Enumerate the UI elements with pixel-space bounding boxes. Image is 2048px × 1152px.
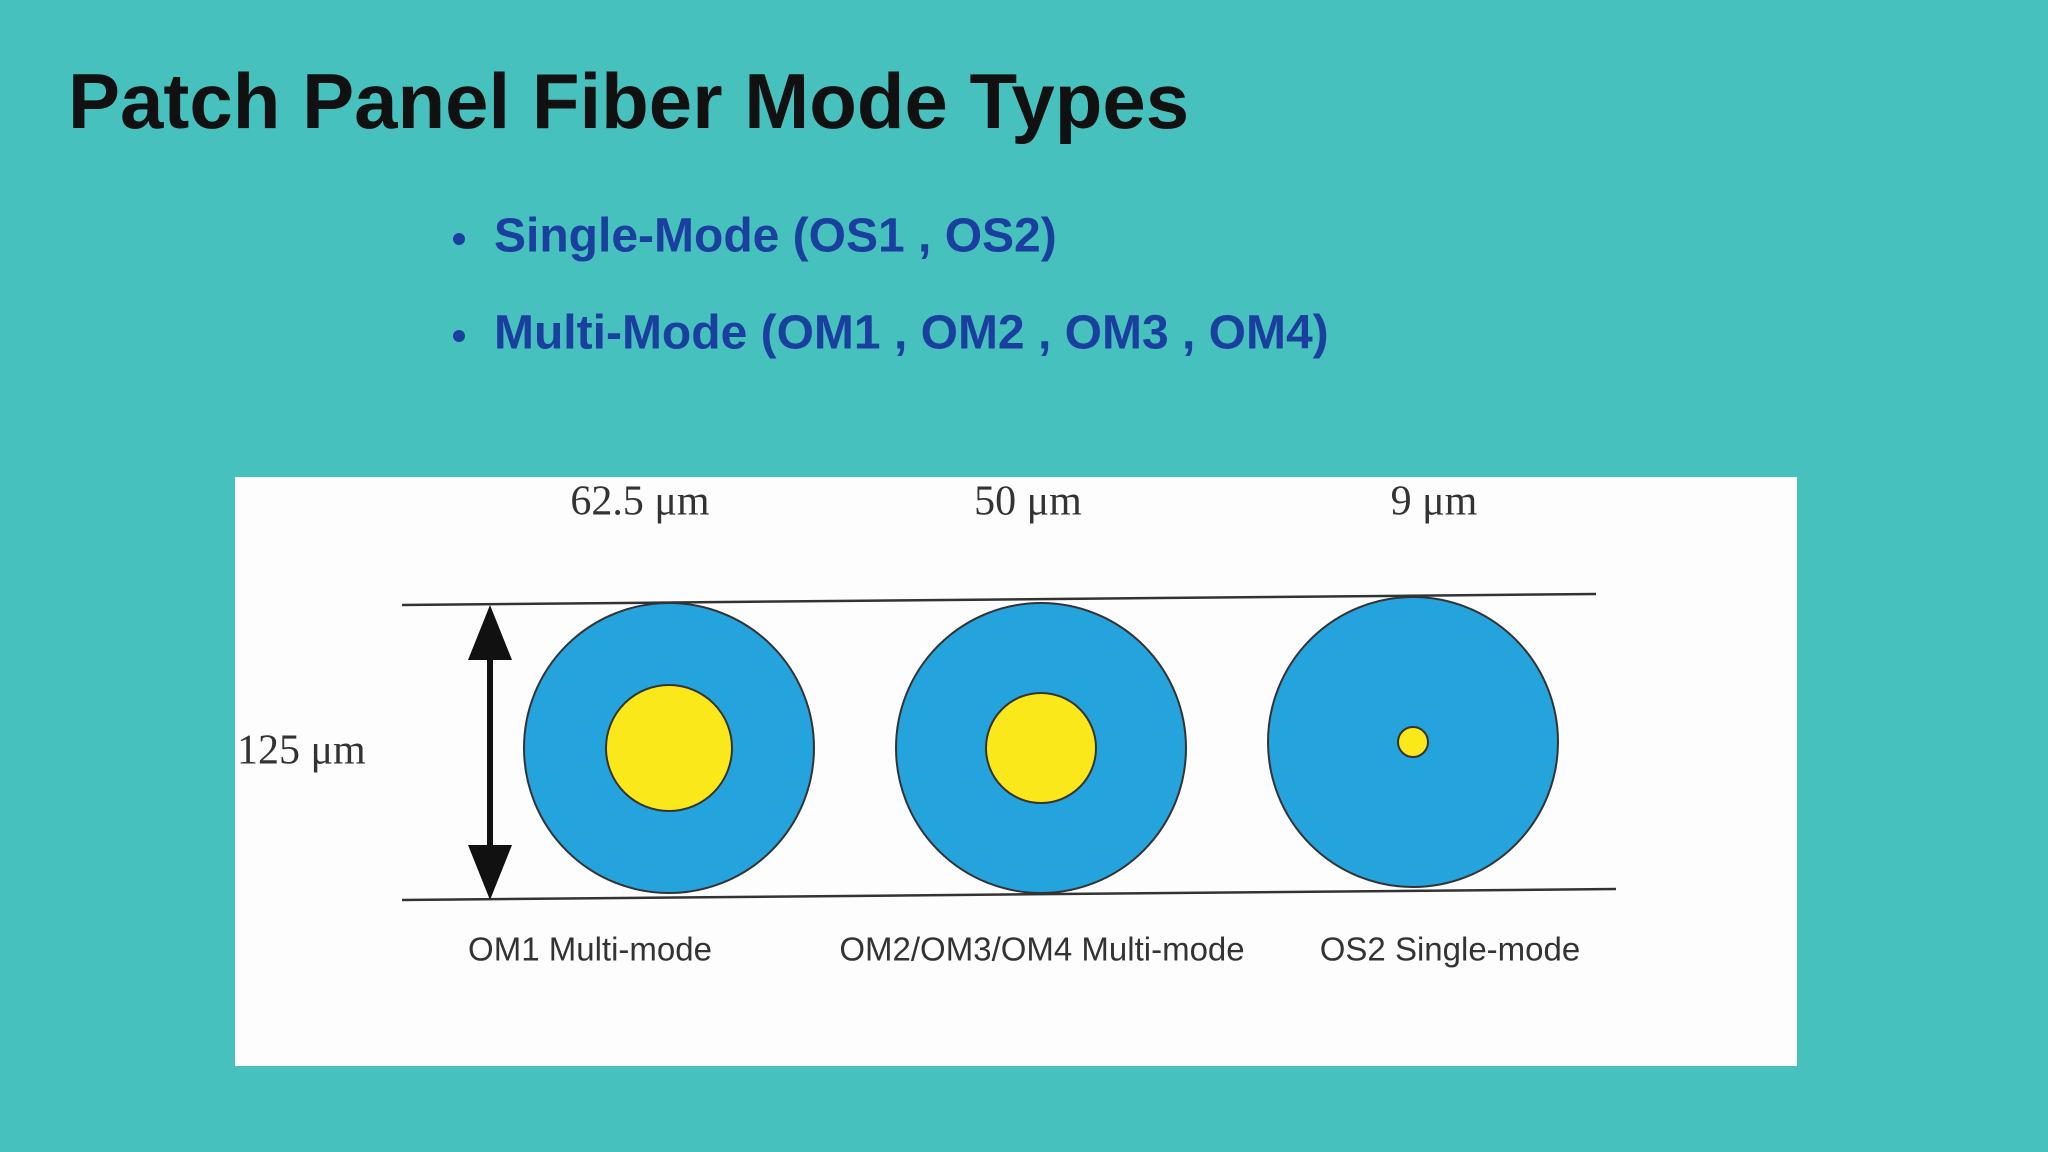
core-label: 50 μm [974, 479, 1082, 525]
bullet-text: Single-Mode (OS1 , OS2) [494, 210, 1057, 263]
core-label: 9 μm [1391, 479, 1478, 525]
slide-title: Patch Panel Fiber Mode Types [68, 57, 1189, 145]
dimension-arrow [468, 605, 512, 900]
bullet-dot [453, 233, 465, 245]
core-label: 62.5 μm [570, 479, 710, 525]
bullet-dot [453, 330, 465, 342]
core [1397, 726, 1429, 758]
fiber-name: OM2/OM3/OM4 Multi-mode [839, 931, 1244, 968]
fiber-name: OM1 Multi-mode [468, 931, 712, 968]
bullet-text: Multi-Mode (OM1 , OM2 , OM3 , OM4) [494, 307, 1329, 360]
core [985, 692, 1097, 804]
fiber-name: OS2 Single-mode [1320, 931, 1580, 968]
bottom-line [401, 887, 1617, 902]
top-line [401, 592, 1597, 607]
cladding-label: 125 μm [237, 728, 366, 774]
core [605, 684, 733, 812]
